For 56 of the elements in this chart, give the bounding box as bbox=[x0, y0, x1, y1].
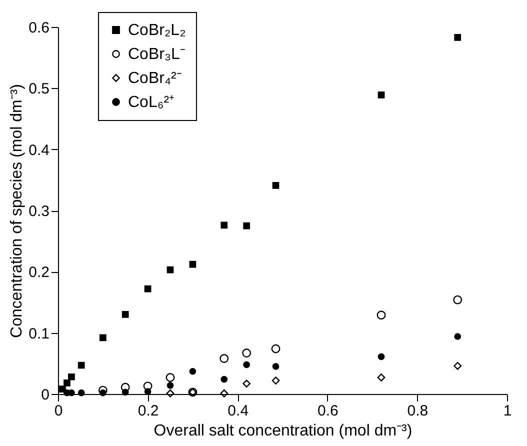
point bbox=[78, 389, 85, 396]
x-tick-label: 0 bbox=[54, 402, 63, 420]
y-tick-label: 0 bbox=[41, 386, 50, 404]
point bbox=[166, 266, 174, 274]
point bbox=[376, 310, 386, 320]
point bbox=[453, 295, 462, 304]
point bbox=[242, 380, 251, 388]
point bbox=[243, 361, 250, 368]
point bbox=[78, 362, 85, 369]
point bbox=[378, 91, 385, 98]
point bbox=[122, 311, 129, 318]
x-tick-label: 0.8 bbox=[407, 402, 428, 420]
y-tick-label: 0.6 bbox=[28, 20, 50, 36]
point bbox=[189, 368, 196, 375]
legend-label: CoBr₂L₂ bbox=[128, 22, 186, 39]
point bbox=[64, 380, 70, 386]
point bbox=[68, 373, 75, 380]
y-tick-label: 0.2 bbox=[28, 264, 50, 282]
x-tick-label: 0.6 bbox=[317, 402, 338, 420]
x-tick-label: 0.4 bbox=[228, 402, 249, 420]
y-tick-label: 0.1 bbox=[28, 325, 50, 342]
point bbox=[272, 363, 280, 370]
point bbox=[166, 382, 174, 389]
point bbox=[271, 344, 280, 354]
point bbox=[242, 348, 252, 358]
point bbox=[454, 34, 462, 41]
x-axis-title: Overall salt concentration (mol dm⁻³) bbox=[154, 422, 412, 440]
point bbox=[220, 222, 228, 229]
point bbox=[166, 389, 174, 398]
point bbox=[120, 382, 130, 392]
point bbox=[98, 386, 108, 395]
y-tick-label: 0.4 bbox=[28, 142, 50, 159]
point bbox=[68, 389, 75, 396]
x-tick-label: 0.2 bbox=[138, 402, 159, 420]
point bbox=[377, 374, 386, 382]
legend-label: CoL₆²⁺ bbox=[128, 94, 174, 111]
legend-label: CoBr₃L⁻ bbox=[128, 46, 185, 63]
y-axis-title: Concentration of species (mol dm⁻³) bbox=[8, 84, 26, 338]
point bbox=[454, 333, 462, 340]
point bbox=[144, 285, 152, 292]
legend-label: CoBr₄²⁻ bbox=[128, 70, 182, 87]
x-tick-label: 1 bbox=[503, 402, 512, 420]
point bbox=[272, 182, 280, 189]
point bbox=[454, 362, 462, 370]
point bbox=[378, 353, 385, 360]
y-tick-label: 0.3 bbox=[28, 203, 50, 220]
point bbox=[220, 389, 228, 398]
point bbox=[189, 260, 196, 268]
point bbox=[99, 334, 106, 342]
point bbox=[220, 376, 228, 383]
y-tick-label: 0.5 bbox=[28, 80, 50, 98]
point bbox=[220, 354, 229, 363]
point bbox=[166, 373, 175, 382]
point bbox=[272, 376, 280, 384]
point bbox=[243, 222, 250, 230]
point bbox=[59, 386, 66, 393]
